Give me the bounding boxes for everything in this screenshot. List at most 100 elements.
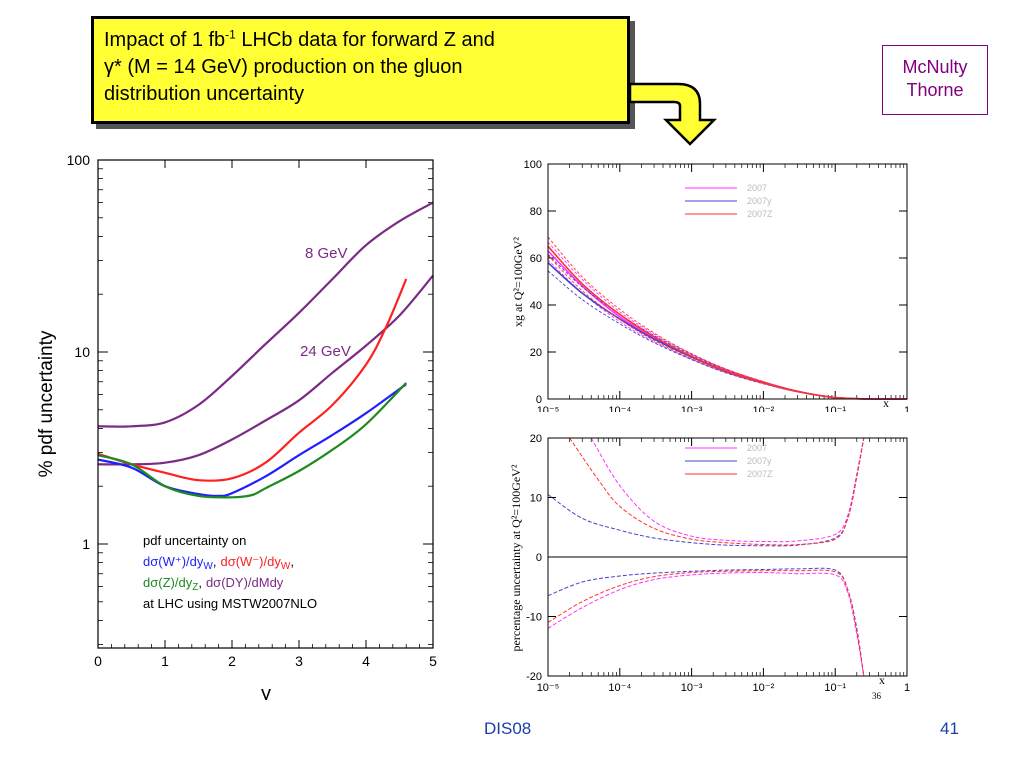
- rb-series-line-2: [547, 437, 865, 547]
- rt-legend-label: 2007Z: [747, 209, 773, 219]
- rt-band-upper-2: [547, 236, 908, 400]
- rb-x-axis-label: x: [879, 673, 885, 687]
- left-y-axis-label: % pdf uncertainty: [36, 330, 57, 477]
- rb-series-line-1: [547, 571, 865, 677]
- legend-z: dσ(Z)/dy: [143, 575, 193, 590]
- rt-band-upper-0: [547, 241, 908, 400]
- down-arrow-icon: [628, 82, 718, 146]
- legend-sep-1: ,: [213, 554, 217, 569]
- left-y-tick-label: 100: [67, 152, 91, 168]
- rb-x-tick-label: 10⁻¹: [824, 682, 846, 694]
- legend-line-4: at LHC using MSTW2007NLO: [143, 596, 317, 611]
- rb-series-line-3: [547, 567, 865, 677]
- legend-line-1: pdf uncertainty on: [143, 533, 246, 548]
- left-x-tick-label: 2: [228, 653, 236, 669]
- rt-y-tick-label: 60: [530, 253, 542, 265]
- rb-legend-label: 2007: [747, 443, 767, 453]
- rb-x-tick-label: 1: [904, 682, 910, 694]
- left-y-tick-label: 1: [82, 536, 90, 552]
- left-series-line-3: [97, 278, 408, 482]
- author-box: McNulty Thorne: [882, 45, 988, 115]
- left-series-line-0: [97, 201, 434, 428]
- legend-w-minus: dσ(W⁻)/dy: [220, 554, 281, 569]
- rt-series-line-2: [547, 245, 908, 400]
- rt-y-tick-label: 20: [530, 347, 542, 359]
- rt-plot-frame: [547, 163, 908, 400]
- rt-y-axis-label: xg at Q²=100GeV²: [511, 237, 525, 327]
- rt-x-axis-label: x: [883, 396, 889, 410]
- left-x-tick-label: 5: [429, 653, 437, 669]
- rb-x-tick-label: 10⁻²: [753, 682, 775, 694]
- rt-legend-label: 2007: [747, 183, 767, 193]
- author-1: McNulty: [902, 57, 968, 77]
- rt-legend-label: 2007y: [747, 196, 772, 206]
- footer-conference: DIS08: [484, 719, 532, 738]
- legend-w-minus-sub: W: [281, 561, 291, 572]
- rt-series-line-0: [547, 250, 908, 400]
- legend-sep-2: ,: [290, 554, 294, 569]
- rt-series-line-1: [547, 262, 908, 400]
- rt-band-lower-0: [547, 259, 908, 400]
- left-y-tick-label: 10: [74, 344, 90, 360]
- title-line-3: distribution uncertainty: [104, 83, 305, 105]
- gluon-xg-chart: 10⁻⁵ 10⁻⁴ 10⁻³ 10⁻² 10⁻¹ 1 0 20 40 60 80 100 xg at …: [511, 159, 910, 412]
- left-series-line-4: [97, 382, 407, 499]
- rb-y-tick-label: 10: [530, 493, 542, 505]
- legend-dy: dσ(DY)/dMdy: [206, 575, 284, 590]
- rb-x-tick-label: 10⁻³: [681, 682, 703, 694]
- rt-band-lower-1: [547, 270, 908, 400]
- rt-x-tick-label: 10⁻⁵: [537, 405, 560, 412]
- rt-x-tick-label: 10⁻¹: [824, 405, 846, 412]
- rt-x-tick-label: 10⁻⁴: [608, 405, 631, 412]
- rt-y-tick-label: 80: [530, 206, 542, 218]
- rt-x-tick-label: 1: [904, 405, 910, 412]
- rb-series-line-0: [590, 437, 865, 543]
- rt-band-lower-2: [547, 255, 908, 400]
- left-series-line-2: [97, 383, 407, 498]
- rb-x-tick-label: 10⁻⁴: [608, 682, 631, 694]
- title-line-2: γ* (M = 14 GeV) production on the gluon: [104, 56, 463, 78]
- left-x-axis-label: y: [261, 683, 271, 700]
- rb-y-tick-label: -10: [526, 612, 542, 624]
- rb-y-axis-label: percentage uncertainty at Q²=100GeV²: [509, 464, 523, 651]
- legend-line-3: dσ(Z)/dyZ, dσ(DY)/dMdy: [143, 575, 284, 593]
- rb-y-tick-label: -20: [526, 671, 542, 683]
- pdf-uncertainty-chart: 0 1 2 3 4 5 1 10 100 % pdf uncertainty y 8 GeV 2…: [36, 152, 437, 700]
- rb-y-tick-label: 0: [536, 552, 542, 564]
- rt-x-tick-label: 10⁻²: [753, 405, 775, 412]
- rb-legend-label: 2007y: [747, 456, 772, 466]
- rb-annotation: 36: [872, 691, 882, 701]
- rb-plot-frame: [547, 437, 908, 677]
- rt-legend: 2007 2007y 2007Z: [685, 183, 773, 219]
- left-series-line-1: [97, 274, 434, 466]
- rt-x-tick-label: 10⁻³: [681, 405, 703, 412]
- rb-x-tick-label: 10⁻⁵: [537, 682, 560, 694]
- rb-y-tick-label: 20: [530, 433, 542, 445]
- title-line-1: Impact of 1 fb-1 LHCb data for forward Z…: [104, 27, 495, 51]
- rb-series-line-5: [547, 569, 865, 677]
- left-legend: pdf uncertainty on dσ(W⁺)/dyW, dσ(W⁻)/dyW…: [143, 533, 317, 611]
- rb-legend-label: 2007Z: [747, 469, 773, 479]
- left-x-tick-label: 1: [161, 653, 169, 669]
- legend-w-plus-sub: W: [203, 561, 213, 572]
- legend-w-plus: dσ(W⁺)/dy: [143, 554, 204, 569]
- left-x-tick-label: 3: [295, 653, 303, 669]
- footer-page-number: 41: [940, 719, 959, 738]
- left-x-tick-label: 4: [362, 653, 370, 669]
- rt-band-upper-1: [547, 254, 908, 400]
- rb-legend: 2007 2007y 2007Z: [685, 443, 773, 479]
- rb-series-line-4: [569, 437, 865, 546]
- left-plot-frame: [97, 159, 434, 649]
- rt-y-tick-label: 100: [524, 159, 542, 171]
- label-24gev: 24 GeV: [300, 343, 351, 360]
- left-x-tick-label: 0: [94, 653, 102, 669]
- author-2: Thorne: [906, 80, 964, 100]
- legend-sep-3: ,: [198, 575, 202, 590]
- label-8gev: 8 GeV: [305, 245, 348, 262]
- rt-y-tick-label: 40: [530, 300, 542, 312]
- legend-z-sub: Z: [192, 582, 198, 593]
- rt-y-tick-label: 0: [536, 394, 542, 406]
- slide-title: Impact of 1 fb-1 LHCb data for forward Z…: [91, 16, 630, 124]
- legend-line-2: dσ(W⁺)/dyW, dσ(W⁻)/dyW,: [143, 554, 294, 572]
- gluon-percentage-uncertainty-chart: 10⁻⁵ 10⁻⁴ 10⁻³ 10⁻² 10⁻¹ 1 -20 -10 0 10 20 percent…: [509, 433, 910, 701]
